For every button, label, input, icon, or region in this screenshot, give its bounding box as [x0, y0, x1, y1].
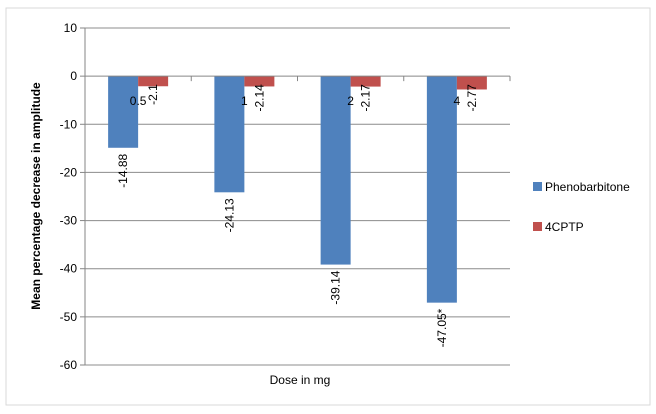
bar-phenobarbitone-2 [320, 76, 351, 265]
y-tick-label: -40 [60, 262, 78, 276]
x-tick-label: 4 [454, 94, 461, 108]
data-label: -39.14 [329, 270, 343, 304]
y-tick-label: -50 [60, 310, 78, 324]
bar-phenobarbitone-0.5 [108, 76, 139, 148]
x-axis-ticks: 0.5 1 2 4 [84, 76, 511, 108]
bar-phenobarbitone-1 [214, 76, 245, 193]
data-label: -14.88 [116, 153, 130, 187]
y-tick-label: -20 [60, 165, 78, 179]
y-tick-label: 10 [64, 21, 78, 35]
legend-swatch [533, 222, 542, 231]
data-label: -47.05* [435, 308, 449, 347]
y-axis-ticks: 10 0 -10 -20 -30 -40 -50 -60 [60, 21, 85, 372]
y-axis-title: Mean percentage decrease in amplitude [29, 82, 43, 310]
data-label: -2.77 [465, 84, 479, 112]
y-tick-label: -10 [60, 117, 78, 131]
y-tick-label: -30 [60, 214, 78, 228]
y-tick-label: -60 [60, 358, 78, 372]
x-tick-label: 0.5 [130, 94, 147, 108]
x-tick-label: 2 [347, 94, 354, 108]
y-tick-label: 0 [70, 69, 77, 83]
bar-4cptp-2 [350, 76, 381, 87]
legend: Phenobarbitone 4CPTP [533, 180, 630, 234]
data-label: -2.17 [359, 84, 373, 112]
bar-4cptp-0.5 [138, 76, 169, 87]
bars [108, 76, 487, 303]
bar-phenobarbitone-4 [426, 76, 457, 303]
legend-label: 4CPTP [545, 220, 584, 234]
legend-label: Phenobarbitone [545, 180, 630, 194]
x-tick-label: 1 [241, 94, 248, 108]
bar-4cptp-4 [456, 76, 487, 90]
data-label: -2.14 [252, 84, 266, 112]
data-labels: -14.88 -2.1 -24.13 -2.14 -39.14 -2.17 -47.05* -… [116, 84, 479, 348]
data-label: -24.13 [222, 198, 236, 232]
bar-4cptp-1 [244, 76, 275, 87]
legend-swatch [533, 182, 542, 191]
data-label: -2.1 [146, 84, 160, 105]
x-axis-title: Dose in mg [270, 373, 331, 387]
